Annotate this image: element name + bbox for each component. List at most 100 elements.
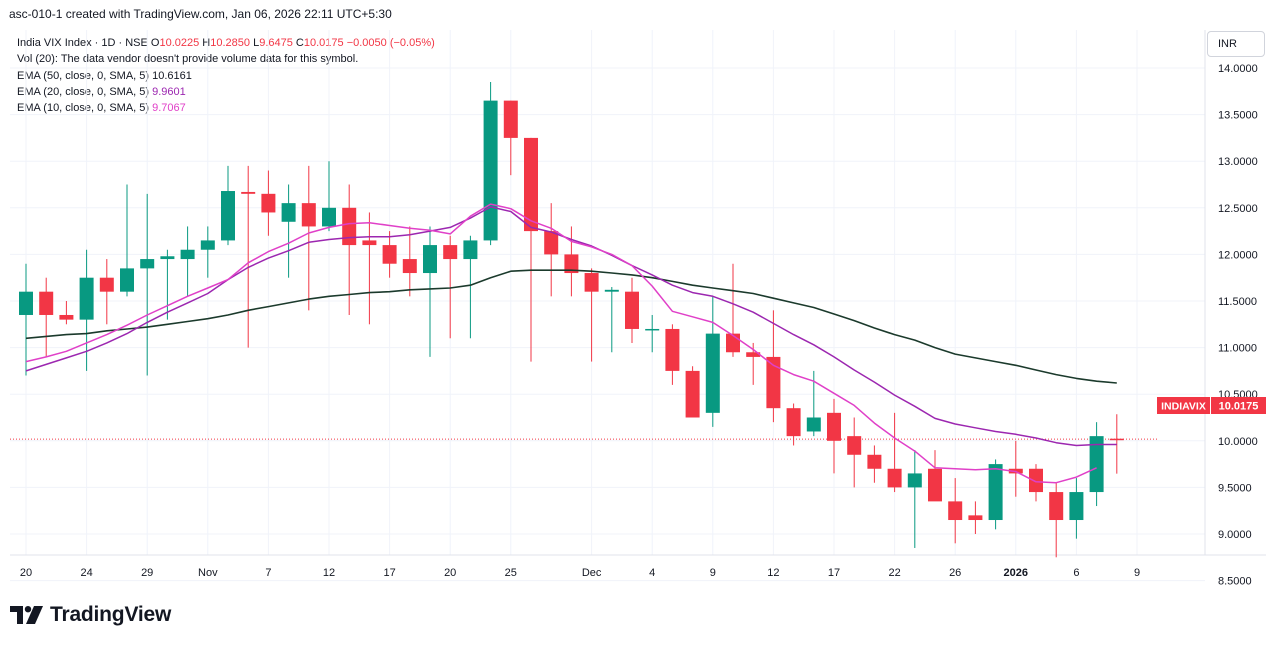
volume-note: Vol (20): The data vendor doesn't provid… xyxy=(17,53,359,66)
x-tick-label: 29 xyxy=(141,567,153,579)
candle-body xyxy=(806,417,821,432)
candle-body xyxy=(261,193,276,213)
candle-body xyxy=(39,291,54,315)
symbol-ohlc-row: India VIX Index · 1D · NSE O10.0225 H10.… xyxy=(17,35,435,51)
candle-body xyxy=(867,454,882,469)
candle-body xyxy=(746,352,761,357)
low-value: 9.6475 xyxy=(259,37,293,49)
candle-body xyxy=(503,100,518,138)
candle-body xyxy=(443,245,458,260)
x-tick-label: 26 xyxy=(949,567,961,579)
candle xyxy=(443,235,458,339)
candle-body xyxy=(928,468,942,502)
candle xyxy=(1008,440,1023,497)
candle-body xyxy=(887,468,902,488)
candle-body xyxy=(968,515,983,521)
symbol-label: India VIX Index · 1D · NSE xyxy=(17,37,148,49)
candle-body xyxy=(221,191,235,241)
candle-body xyxy=(483,100,498,241)
y-tick-label: 12.5000 xyxy=(1218,203,1258,215)
candle xyxy=(968,501,983,534)
candle xyxy=(907,450,922,548)
time-axis[interactable]: 20 24 29 Nov 7 12 17 20 25 Dec 4 9 12 17 22 26 2026 6 9 xyxy=(20,567,1140,579)
candle-body xyxy=(524,137,538,232)
candle xyxy=(200,226,215,278)
candle-body xyxy=(1069,492,1084,521)
y-tick-label: 9.5000 xyxy=(1218,482,1252,494)
tradingview-logo-text: TradingView xyxy=(50,603,172,626)
x-tick-label: 20 xyxy=(444,567,456,579)
candle xyxy=(423,226,437,357)
candle-body xyxy=(685,370,700,418)
candle xyxy=(867,445,882,483)
candle-body xyxy=(847,436,862,455)
candles xyxy=(19,81,1124,558)
candle xyxy=(928,450,942,502)
candle xyxy=(120,184,134,297)
candle-body xyxy=(584,273,599,292)
price-axis[interactable]: 14.0000 13.5000 13.0000 12.5000 12.0000 11.50… xyxy=(1218,63,1258,588)
candle xyxy=(281,184,296,278)
candle xyxy=(665,324,680,385)
candle xyxy=(786,403,801,446)
candle xyxy=(322,161,336,232)
change-value: −0.0050 (−0.05%) xyxy=(346,37,435,49)
candle-body xyxy=(645,328,660,331)
candle xyxy=(564,226,579,297)
candle-body xyxy=(1109,438,1124,441)
x-tick-label: 22 xyxy=(888,567,900,579)
y-tick-label: 9.0000 xyxy=(1218,529,1252,541)
candle-body xyxy=(140,259,155,269)
candle xyxy=(19,263,33,376)
candle-body xyxy=(564,254,579,274)
chart-header: asc-010-1 created with TradingView.com, … xyxy=(9,7,392,21)
y-tick-label: 12.0000 xyxy=(1218,249,1258,261)
x-tick-label: 12 xyxy=(767,567,779,579)
ema20-line xyxy=(25,206,1117,447)
candle-body xyxy=(79,277,94,320)
price-tag-symbol: INDIAVIX xyxy=(1161,401,1206,413)
price-tag: INDIAVIX 10.0175 xyxy=(1157,397,1266,414)
x-tick-label: Nov xyxy=(198,567,218,579)
y-tick-label: 8.5000 xyxy=(1218,576,1252,588)
candle xyxy=(483,81,498,246)
candle xyxy=(766,310,781,423)
ema10-legend: EMA (10, close, 0, SMA, 5) 9.7067 xyxy=(17,100,435,116)
candle xyxy=(1069,478,1084,539)
currency-button[interactable]: INR xyxy=(1207,31,1265,57)
x-tick-label: 17 xyxy=(383,567,395,579)
candle xyxy=(463,235,478,339)
candle xyxy=(726,263,740,357)
candle xyxy=(99,259,114,325)
candle-body xyxy=(423,245,437,274)
candle-body xyxy=(544,231,559,255)
price-tag-symbol-bg xyxy=(1157,397,1210,414)
tradingview-logo[interactable]: TradingView xyxy=(10,603,171,627)
candle-body xyxy=(402,259,417,274)
candle-body xyxy=(160,256,175,260)
candle-body xyxy=(665,328,680,371)
candle xyxy=(1049,482,1064,558)
candle-body xyxy=(301,203,316,227)
ema10-label: EMA (10, close, 0, SMA, 5) xyxy=(17,102,150,115)
candle-body xyxy=(625,291,639,329)
candle xyxy=(221,165,235,246)
x-tick-label: 24 xyxy=(80,567,92,579)
candle xyxy=(705,296,720,427)
candle xyxy=(301,165,316,311)
candle xyxy=(160,249,175,320)
y-tick-label: 14.0000 xyxy=(1218,63,1258,75)
candle-body xyxy=(604,289,619,292)
x-tick-label: 9 xyxy=(710,567,716,579)
high-value: 10.2850 xyxy=(210,37,251,49)
candle-body xyxy=(766,356,781,409)
candle xyxy=(402,226,417,297)
candle xyxy=(261,170,276,236)
x-tick-label: 9 xyxy=(1134,567,1140,579)
y-tick-label: 11.5000 xyxy=(1218,296,1257,308)
candle-body xyxy=(726,333,740,353)
x-tick-label: 12 xyxy=(323,567,335,579)
candle-body xyxy=(241,191,256,194)
open-label: O xyxy=(150,37,160,49)
